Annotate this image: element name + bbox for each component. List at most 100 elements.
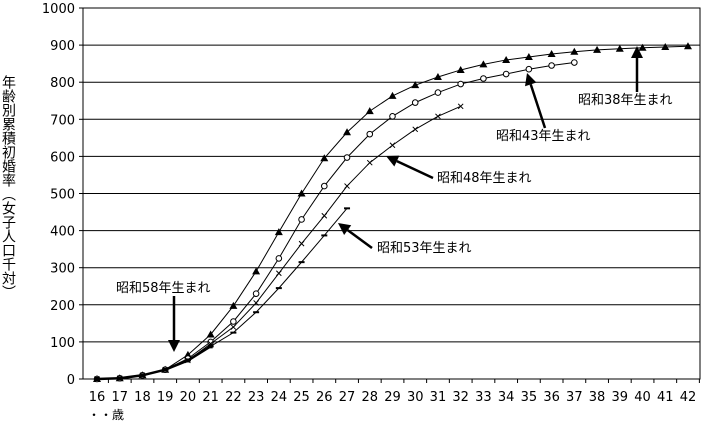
data-point [206, 330, 215, 338]
data-point [275, 255, 283, 262]
x-tick-label: 18 [134, 390, 151, 405]
arrow-line [346, 229, 373, 250]
y-tick-label: 100 [50, 336, 75, 351]
data-point [185, 358, 190, 363]
annotation-label: 昭和38年生まれ [578, 93, 673, 108]
series-5 [95, 344, 213, 381]
arrow-head-icon [386, 155, 400, 167]
annotation-3: 昭和48年生まれ [386, 155, 532, 186]
x-tick-label: 24 [271, 390, 288, 405]
annotation-2: 昭和43年生まれ [496, 73, 591, 144]
x-tick-label: 28 [361, 390, 378, 405]
x-tick-label: 33 [475, 390, 492, 405]
x-tick-label: 25 [293, 390, 310, 405]
x-tick-label: 36 [543, 390, 560, 405]
arrow-head-icon [168, 340, 180, 352]
x-tick-label: 39 [612, 390, 629, 405]
x-tick-label: 17 [111, 390, 128, 405]
data-point [140, 373, 145, 378]
x-tick-label: 20 [180, 390, 197, 405]
data-point [480, 75, 487, 82]
data-point [593, 45, 602, 53]
data-point [615, 44, 624, 52]
data-point [412, 126, 419, 133]
data-point [389, 142, 396, 149]
series-1 [93, 42, 692, 382]
data-point [638, 43, 647, 51]
annotation-1: 昭和38年生まれ [578, 46, 673, 108]
data-point [230, 324, 237, 330]
data-point [208, 344, 213, 349]
y-tick-label: 500 [50, 188, 75, 203]
x-tick-label: 38 [589, 390, 606, 405]
data-point [343, 128, 352, 136]
x-tick-label: 30 [407, 390, 424, 405]
x-tick-label: 29 [384, 390, 401, 405]
x-tick-label: 32 [452, 390, 469, 405]
data-point [230, 318, 237, 325]
data-point [435, 113, 441, 120]
series-2 [93, 59, 578, 383]
y-tick-label: 800 [50, 76, 75, 91]
x-tick-label: 26 [316, 390, 333, 405]
x-tick-label: 42 [680, 390, 697, 405]
x-tick-label: 23 [248, 390, 265, 405]
data-point [365, 107, 374, 115]
series-line [96, 62, 575, 380]
data-point [570, 47, 579, 55]
data-point [433, 73, 442, 81]
data-point [457, 80, 464, 88]
data-point [502, 70, 510, 78]
data-point [548, 62, 555, 69]
data-point [661, 42, 670, 50]
data-point [479, 60, 488, 68]
x-tick-label: 31 [430, 390, 447, 405]
data-point [457, 103, 464, 110]
series-line [96, 345, 212, 381]
data-point [321, 182, 328, 190]
annotation-4: 昭和53年生まれ [338, 223, 472, 256]
data-point [163, 367, 168, 372]
x-tick-label: 16 [89, 390, 106, 405]
data-point [411, 99, 419, 106]
arrow-line [529, 84, 547, 129]
data-point [344, 183, 350, 189]
annotation-label: 昭和53年生まれ [377, 241, 472, 256]
data-point [252, 267, 261, 275]
data-point [525, 65, 533, 73]
annotation-label: 昭和43年生まれ [496, 129, 591, 144]
data-point [320, 154, 329, 162]
data-point [298, 216, 305, 223]
data-point [366, 130, 374, 138]
data-point [502, 55, 511, 63]
data-point [389, 113, 396, 120]
data-point [683, 42, 692, 50]
y-tick-label: 200 [50, 299, 75, 314]
data-point [275, 270, 282, 277]
data-point [297, 189, 306, 197]
x-tick-label: 37 [566, 390, 583, 405]
annotation-label: 昭和48年生まれ [437, 171, 532, 186]
annotation-label: 昭和58年生まれ [116, 281, 211, 296]
x-tick-label: 27 [339, 390, 356, 405]
y-tick-label: 900 [50, 39, 75, 54]
data-point [524, 52, 533, 60]
x-tick-label: 22 [225, 390, 242, 405]
data-point [456, 65, 465, 73]
x-tick-label: 21 [202, 390, 219, 405]
x-tick-label: 35 [521, 390, 538, 405]
y-tick-label: 300 [50, 262, 75, 277]
data-point [252, 290, 260, 297]
x-tick-label: 40 [634, 390, 651, 405]
data-point [388, 91, 397, 99]
x-tick-label: 19 [157, 390, 174, 405]
data-point [274, 228, 283, 236]
y-tick-label: 700 [50, 113, 75, 128]
data-point [434, 89, 442, 96]
data-point [321, 212, 328, 219]
arrow-head-icon [525, 73, 537, 87]
x-tick-label: 34 [498, 390, 515, 405]
arrow-line [396, 159, 434, 180]
data-point [95, 377, 99, 381]
